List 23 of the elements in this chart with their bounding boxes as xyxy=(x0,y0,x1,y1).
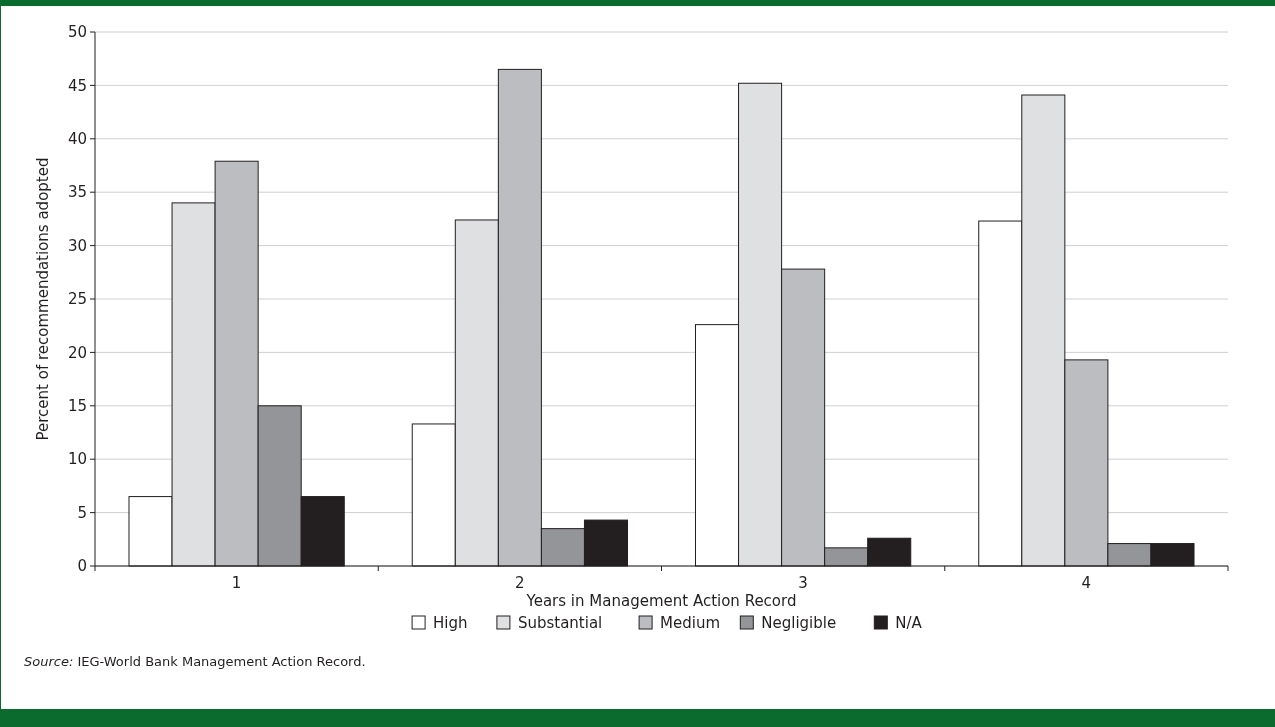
y-tick-label: 35 xyxy=(67,183,87,202)
y-tick-label: 30 xyxy=(67,236,87,255)
y-tick-label: 20 xyxy=(67,343,87,362)
x-tick-label: 4 xyxy=(1081,574,1092,592)
legend-label: Medium xyxy=(660,614,721,632)
x-tick-label: 2 xyxy=(515,574,525,592)
y-tick-label: 0 xyxy=(77,557,87,576)
y-tick-label: 25 xyxy=(67,290,87,309)
x-tick-label: 1 xyxy=(231,574,242,592)
y-tick-label: 10 xyxy=(67,450,87,469)
x-tick-label: 3 xyxy=(798,574,808,592)
legend-label: Substantial xyxy=(517,614,603,632)
y-axis-title: Percent of recommendations adopted xyxy=(34,157,52,441)
y-tick-label: 5 xyxy=(77,503,87,522)
y-tick-label: 50 xyxy=(67,23,87,42)
x-axis-title: Years in Management Action Record xyxy=(525,592,797,610)
legend-label: Negligible xyxy=(761,614,837,632)
source-note: Source: IEG-World Bank Management Action Record. xyxy=(24,654,366,669)
y-tick-label: 45 xyxy=(67,76,87,95)
y-tick-label: 15 xyxy=(67,397,87,416)
legend-label: High xyxy=(433,614,468,632)
y-tick-label: 40 xyxy=(67,130,87,149)
legend-label: N/A xyxy=(895,614,923,632)
